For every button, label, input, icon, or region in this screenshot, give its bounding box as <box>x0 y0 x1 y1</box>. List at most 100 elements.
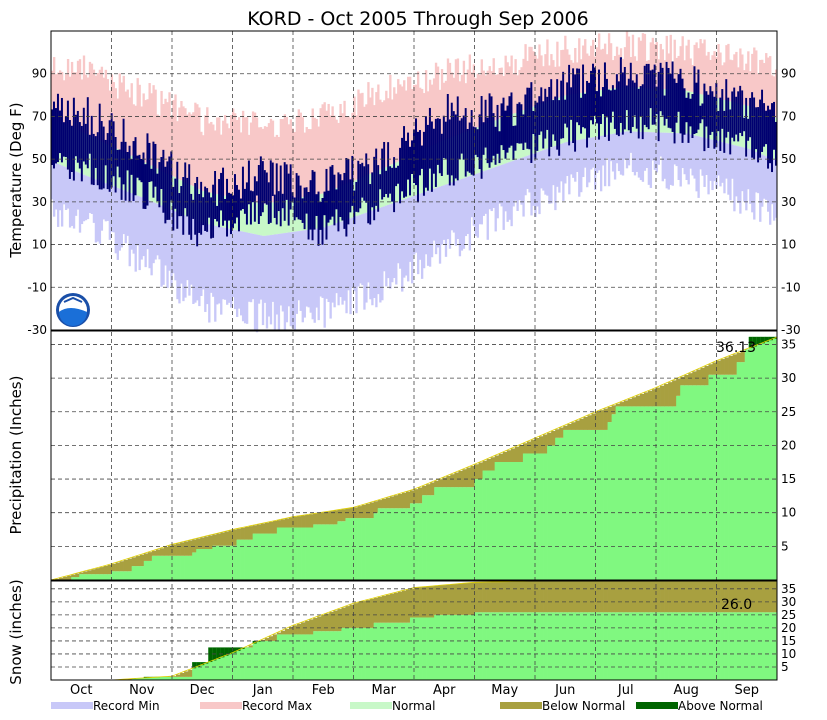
above-normal-area <box>200 662 205 666</box>
observed-temp-bar <box>524 94 527 143</box>
observed-temp-bar <box>637 88 640 139</box>
below-normal-area <box>83 571 88 575</box>
below-normal-area <box>643 581 649 613</box>
observed-accum-column <box>256 533 262 580</box>
observed-temp-bar <box>615 74 619 135</box>
observed-accum-column <box>349 518 354 580</box>
y-tick-label-right: 35 <box>781 582 796 596</box>
record-max-bar <box>94 75 98 139</box>
record-min-bar <box>325 226 328 299</box>
observed-temp-bar <box>717 111 720 132</box>
observed-temp-bar <box>287 173 290 226</box>
observed-temp-bar <box>377 165 380 212</box>
observed-temp-bar <box>749 97 752 138</box>
observed-accum-column <box>526 453 532 580</box>
observed-temp-bar <box>436 118 440 165</box>
record-min-bar <box>216 226 219 305</box>
observed-accum-column <box>276 634 282 680</box>
below-normal-area <box>111 563 116 572</box>
below-normal-area <box>264 638 270 641</box>
observed-temp-bar <box>745 97 748 157</box>
record-max-bar <box>176 121 179 179</box>
record-max-bar <box>62 80 66 124</box>
below-normal-area <box>95 568 100 575</box>
observed-temp-bar <box>540 87 543 132</box>
observed-temp-bar <box>128 145 131 202</box>
record-min-bar <box>691 134 694 176</box>
below-normal-area <box>510 448 516 463</box>
observed-temp-bar <box>470 110 473 175</box>
record-min-bar <box>335 223 338 294</box>
record-max-bar <box>418 87 422 152</box>
record-min-bar <box>212 225 215 297</box>
below-normal-area <box>244 526 249 540</box>
observed-temp-bar <box>239 198 243 211</box>
observed-temp-bar <box>713 96 716 149</box>
observed-accum-column <box>466 614 471 680</box>
observed-accum-column <box>155 555 161 580</box>
record-min-bar <box>76 172 80 210</box>
observed-accum-column <box>724 374 729 580</box>
record-max-bar <box>220 134 223 195</box>
normal-range-bar <box>460 133 464 179</box>
record-max-bar <box>438 89 442 143</box>
observed-temp-bar <box>393 157 396 213</box>
below-normal-area <box>615 581 621 613</box>
record-max-bar <box>454 59 458 136</box>
below-normal-area <box>184 541 189 556</box>
observed-accum-column <box>579 612 584 680</box>
observed-accum-column <box>607 422 612 580</box>
observed-temp-bar <box>536 102 539 151</box>
below-normal-area <box>123 559 128 572</box>
y-tick-label-right: -10 <box>781 280 801 294</box>
normal-range-bar <box>239 199 243 232</box>
observed-temp-bar <box>373 156 376 221</box>
normal-range-bar <box>271 202 275 235</box>
below-normal-area <box>268 521 274 534</box>
below-normal-area <box>373 501 379 514</box>
record-max-bar <box>383 100 386 168</box>
observed-temp-bar <box>204 186 207 231</box>
below-normal-area <box>91 569 96 575</box>
record-max-bar <box>651 37 655 89</box>
below-normal-area <box>627 398 633 407</box>
record-min-bar <box>623 131 627 160</box>
below-normal-area <box>184 671 189 677</box>
record-max-bar <box>210 121 213 193</box>
observed-accum-column <box>333 631 338 680</box>
observed-temp-bar <box>594 67 597 116</box>
below-normal-area <box>482 460 487 471</box>
observed-accum-column <box>462 487 467 580</box>
record-min-bar <box>693 135 696 179</box>
observed-temp-bar <box>283 162 286 221</box>
observed-accum-column <box>313 631 318 680</box>
record-max-bar <box>466 69 470 132</box>
below-normal-area <box>389 496 395 509</box>
record-min-bar <box>719 141 722 187</box>
observed-accum-column <box>208 647 213 680</box>
observed-accum-column <box>478 612 483 680</box>
observed-accum-column <box>393 508 399 580</box>
record-max-bar <box>683 60 686 91</box>
record-max-bar <box>548 65 551 102</box>
record-min-bar <box>713 140 716 182</box>
observed-temp-bar <box>108 120 111 192</box>
observed-accum-column <box>482 470 487 580</box>
observed-accum-column <box>619 406 625 580</box>
record-min-bar <box>695 135 698 192</box>
x-tick-label-month: Feb <box>312 683 335 698</box>
record-max-bar <box>158 115 161 170</box>
observed-temp-bar <box>743 117 746 132</box>
below-normal-area <box>115 562 120 572</box>
below-normal-area <box>724 357 729 375</box>
observed-temp-bar <box>309 180 312 230</box>
record-min-bar <box>102 182 106 220</box>
record-max-bar <box>498 67 501 119</box>
precip-total-label: 36.13 <box>716 340 756 356</box>
record-max-bar <box>192 112 195 187</box>
record-min-bar <box>399 200 402 269</box>
observed-accum-column <box>643 612 649 680</box>
record-max-bar <box>401 86 404 160</box>
observed-accum-column <box>559 437 564 580</box>
